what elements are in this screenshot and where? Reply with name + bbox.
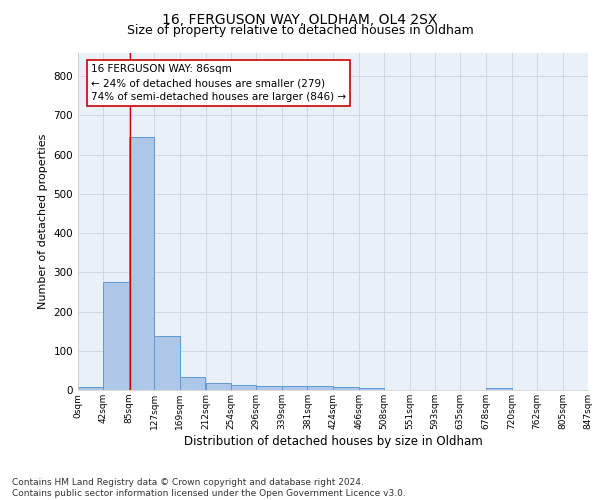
Bar xyxy=(231,386,256,390)
Bar xyxy=(334,387,359,390)
Bar xyxy=(307,386,332,390)
Bar xyxy=(103,282,128,390)
Text: 16, FERGUSON WAY, OLDHAM, OL4 2SX: 16, FERGUSON WAY, OLDHAM, OL4 2SX xyxy=(163,12,437,26)
Text: 16 FERGUSON WAY: 86sqm
← 24% of detached houses are smaller (279)
74% of semi-de: 16 FERGUSON WAY: 86sqm ← 24% of detached… xyxy=(91,64,346,102)
Bar xyxy=(180,377,205,390)
Bar xyxy=(256,386,281,390)
Bar xyxy=(282,386,307,390)
Text: Size of property relative to detached houses in Oldham: Size of property relative to detached ho… xyxy=(127,24,473,37)
Bar xyxy=(486,388,512,390)
Y-axis label: Number of detached properties: Number of detached properties xyxy=(38,134,48,309)
Text: Contains HM Land Registry data © Crown copyright and database right 2024.
Contai: Contains HM Land Registry data © Crown c… xyxy=(12,478,406,498)
Bar xyxy=(206,383,231,390)
Bar xyxy=(359,388,384,390)
Bar xyxy=(154,336,180,390)
Bar xyxy=(129,137,154,390)
Bar xyxy=(78,387,103,390)
X-axis label: Distribution of detached houses by size in Oldham: Distribution of detached houses by size … xyxy=(184,434,482,448)
